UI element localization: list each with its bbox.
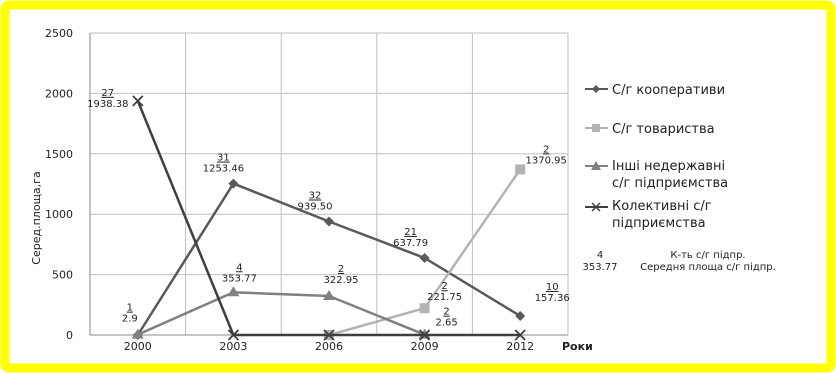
data-label-count: 2 — [338, 264, 344, 275]
data-label-count: 2 — [443, 307, 449, 318]
legend-label-collective-line2: підприємства — [612, 216, 706, 231]
data-label-area: 637.79 — [393, 238, 428, 249]
data-label-area: 2.9 — [122, 314, 138, 325]
data-label-area: 157.36 — [535, 293, 570, 304]
legend-diamond-marker — [592, 85, 600, 93]
data-label-area: 322.95 — [324, 275, 359, 286]
annotation-count-caption: К-ть с/г підпр. — [670, 249, 745, 261]
legend-x-marker — [591, 202, 601, 212]
legend-label-cooperatives: С/г кооперативи — [612, 83, 725, 98]
data-label-area: 1253.46 — [203, 164, 244, 175]
legend-label-collective-line1: Колективні с/г — [612, 199, 712, 214]
y-tick-label: 1000 — [45, 208, 73, 221]
data-label-count: 10 — [546, 282, 559, 293]
label-key-annotation: 4 353.77 К-ть с/г підпр. Середня площа с… — [583, 249, 776, 273]
data-label-count: 31 — [217, 153, 230, 164]
data-label-count: 2 — [441, 281, 447, 292]
y-axis-ticks: 0 500 1000 1500 2000 2500 — [45, 27, 73, 342]
data-label-count: 32 — [309, 191, 322, 202]
data-label-area: 353.77 — [222, 273, 257, 284]
x-axis-ticks: 2000 2003 2006 2009 2012 — [124, 340, 534, 353]
data-label-area: 1370.95 — [526, 155, 567, 166]
legend-item-collective: Колективні с/г підприємства — [585, 199, 712, 231]
x-tick-label: 2003 — [219, 340, 247, 353]
data-label-area: 2.65 — [435, 318, 457, 329]
data-label-area: 1938.38 — [87, 99, 128, 110]
legend-item-partnerships: С/г товариства — [585, 122, 715, 137]
data-point-x — [323, 329, 335, 341]
data-point-diamond — [324, 216, 334, 227]
y-tick-label: 2000 — [45, 87, 73, 100]
legend-label-partnerships: С/г товариства — [612, 122, 715, 137]
data-point-triangle — [227, 286, 240, 297]
series-lines — [131, 95, 526, 341]
grid-lines — [89, 32, 569, 336]
data-point-x — [227, 329, 240, 341]
y-tick-label: 2500 — [45, 27, 73, 40]
data-point-x — [418, 329, 431, 341]
y-tick-label: 500 — [52, 269, 73, 282]
data-point-square — [515, 164, 526, 175]
y-axis-label: Серед.площа,га — [30, 171, 43, 264]
data-labels: 311253.4632939.5021637.7910157.362221.75… — [87, 88, 570, 329]
data-point-x — [514, 329, 526, 341]
x-tick-label: 2012 — [506, 340, 534, 353]
x-tick-label: 2000 — [124, 340, 152, 353]
legend-square-marker — [592, 124, 600, 132]
data-point-diamond — [515, 310, 526, 321]
data-label-area: 939.50 — [298, 202, 333, 213]
data-point-diamond — [228, 178, 239, 189]
data-label-count: 2 — [543, 144, 549, 155]
y-tick-label: 1500 — [45, 148, 73, 161]
series-line — [137, 291, 426, 336]
legend-label-other-line2: с/г підприємства — [612, 176, 728, 191]
annotation-area-sample: 353.77 — [583, 262, 618, 273]
data-point-diamond — [419, 252, 430, 263]
x-tick-label: 2006 — [315, 340, 343, 353]
data-label-count: 4 — [236, 262, 242, 273]
annotation-area-caption: Середня площа с/г підпр. — [640, 261, 776, 273]
data-label-count: 21 — [404, 227, 417, 238]
x-tick-label: 2009 — [411, 340, 439, 353]
legend-item-other: Інші недержавні с/г підприємства — [585, 159, 728, 191]
data-label-count: 1 — [127, 303, 133, 314]
data-point-triangle — [131, 328, 144, 339]
annotation-count-sample: 4 — [597, 250, 603, 261]
legend: С/г кооперативи С/г товариства Інші неде… — [585, 83, 728, 231]
x-axis-label: Роки — [562, 340, 593, 353]
data-point-triangle — [323, 289, 335, 300]
data-label-area: 221.75 — [427, 292, 462, 303]
legend-label-other-line1: Інші недержавні — [612, 159, 725, 174]
data-label-count: 27 — [101, 88, 114, 99]
legend-triangle-marker — [591, 161, 601, 170]
data-point-x — [132, 95, 144, 107]
legend-item-cooperatives: С/г кооперативи — [585, 83, 725, 98]
data-point-square — [419, 303, 430, 314]
y-tick-label: 0 — [66, 329, 73, 342]
